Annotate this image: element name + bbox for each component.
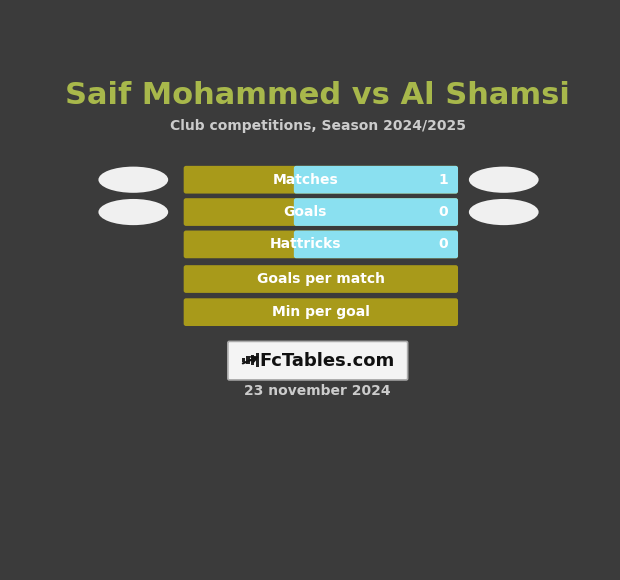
Text: Saif Mohammed vs Al Shamsi: Saif Mohammed vs Al Shamsi [65, 81, 570, 110]
Text: FcTables.com: FcTables.com [259, 351, 395, 369]
FancyBboxPatch shape [294, 166, 458, 194]
Text: Goals per match: Goals per match [257, 272, 385, 286]
Text: 1: 1 [438, 173, 448, 187]
Text: Club competitions, Season 2024/2025: Club competitions, Season 2024/2025 [170, 119, 466, 133]
Ellipse shape [469, 199, 539, 225]
FancyBboxPatch shape [294, 230, 458, 258]
FancyBboxPatch shape [184, 230, 458, 258]
Text: Matches: Matches [272, 173, 339, 187]
Text: Hattricks: Hattricks [270, 237, 341, 251]
FancyBboxPatch shape [184, 198, 458, 226]
FancyBboxPatch shape [228, 342, 408, 380]
Ellipse shape [99, 199, 168, 225]
FancyBboxPatch shape [184, 166, 458, 194]
Ellipse shape [469, 166, 539, 193]
FancyBboxPatch shape [294, 198, 458, 226]
Text: 0: 0 [438, 205, 448, 219]
Text: Min per goal: Min per goal [272, 305, 370, 319]
Bar [242, 358, 245, 362]
FancyBboxPatch shape [184, 265, 458, 293]
Bar [255, 353, 259, 367]
Ellipse shape [99, 166, 168, 193]
Bar [247, 356, 249, 364]
Text: 23 november 2024: 23 november 2024 [244, 385, 391, 398]
Bar [251, 354, 254, 365]
Text: Goals: Goals [284, 205, 327, 219]
Text: 0: 0 [438, 237, 448, 251]
FancyBboxPatch shape [184, 298, 458, 326]
